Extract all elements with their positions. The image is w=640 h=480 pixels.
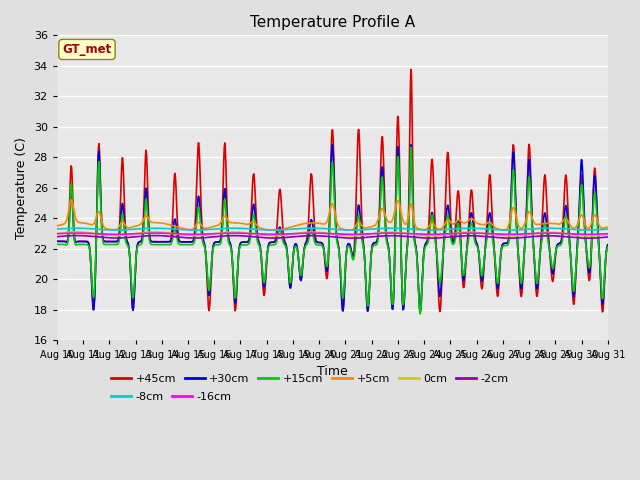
+5cm <box>345 227 353 233</box>
0cm <box>593 233 601 239</box>
-2cm <box>604 234 612 240</box>
-2cm <box>99 235 107 240</box>
0cm <box>303 229 311 235</box>
-16cm <box>591 231 599 237</box>
-16cm <box>99 231 107 237</box>
+30cm <box>593 219 601 225</box>
+5cm <box>67 197 75 203</box>
+15cm <box>593 226 601 232</box>
+30cm <box>99 230 106 236</box>
+30cm <box>329 142 337 148</box>
+5cm <box>593 217 601 223</box>
-2cm <box>584 235 592 241</box>
+30cm <box>416 309 424 314</box>
+30cm <box>53 239 61 244</box>
-2cm <box>345 235 353 241</box>
-16cm <box>593 231 601 237</box>
+30cm <box>303 240 310 245</box>
Text: GT_met: GT_met <box>62 43 111 56</box>
Line: +45cm: +45cm <box>57 69 608 312</box>
+45cm <box>244 239 252 245</box>
+15cm <box>591 192 599 198</box>
-2cm <box>593 235 601 241</box>
Line: -16cm: -16cm <box>57 233 608 234</box>
-16cm <box>604 231 612 237</box>
+45cm <box>593 204 601 209</box>
-2cm <box>53 234 61 240</box>
Line: -2cm: -2cm <box>57 236 608 238</box>
Legend: -8cm, -16cm: -8cm, -16cm <box>106 388 236 407</box>
+5cm <box>346 227 353 233</box>
+45cm <box>591 165 598 171</box>
-8cm <box>73 225 81 231</box>
Title: Temperature Profile A: Temperature Profile A <box>250 15 415 30</box>
Line: 0cm: 0cm <box>57 232 608 236</box>
0cm <box>591 233 599 239</box>
X-axis label: Time: Time <box>317 365 348 378</box>
Line: +15cm: +15cm <box>57 147 608 314</box>
-16cm <box>244 230 252 236</box>
-16cm <box>303 230 311 236</box>
Line: +5cm: +5cm <box>57 200 608 230</box>
-8cm <box>593 227 601 233</box>
-2cm <box>591 235 599 241</box>
-16cm <box>345 231 353 237</box>
+45cm <box>598 309 606 315</box>
+5cm <box>53 223 61 229</box>
-8cm <box>53 226 61 232</box>
+45cm <box>604 242 612 248</box>
-8cm <box>303 226 311 231</box>
+15cm <box>244 242 252 248</box>
Line: +30cm: +30cm <box>57 145 608 312</box>
+45cm <box>303 238 310 244</box>
-8cm <box>99 227 107 232</box>
+15cm <box>303 242 310 248</box>
-8cm <box>604 226 612 232</box>
0cm <box>244 230 252 236</box>
+30cm <box>591 175 599 181</box>
-16cm <box>53 231 61 237</box>
0cm <box>99 232 107 238</box>
+5cm <box>591 212 599 218</box>
-16cm <box>73 230 81 236</box>
Y-axis label: Temperature (C): Temperature (C) <box>15 137 28 239</box>
+45cm <box>344 241 352 247</box>
-2cm <box>303 233 311 239</box>
+5cm <box>303 220 311 226</box>
+45cm <box>53 239 61 244</box>
-8cm <box>345 227 353 233</box>
-8cm <box>584 227 592 233</box>
-8cm <box>591 227 599 233</box>
Line: -8cm: -8cm <box>57 228 608 230</box>
+30cm <box>345 241 353 247</box>
0cm <box>73 229 81 235</box>
0cm <box>345 233 353 239</box>
0cm <box>604 231 612 237</box>
+5cm <box>99 221 107 227</box>
+5cm <box>244 221 252 227</box>
+45cm <box>407 66 415 72</box>
-2cm <box>244 233 252 239</box>
+30cm <box>244 239 252 245</box>
0cm <box>53 231 61 237</box>
+15cm <box>604 244 612 250</box>
-2cm <box>73 233 81 239</box>
+30cm <box>604 242 612 248</box>
+15cm <box>416 311 424 317</box>
+5cm <box>604 224 612 230</box>
+45cm <box>99 229 106 235</box>
+15cm <box>344 243 352 249</box>
+15cm <box>53 241 61 247</box>
-16cm <box>584 231 592 237</box>
-8cm <box>244 226 252 232</box>
0cm <box>584 233 592 239</box>
+15cm <box>407 144 415 150</box>
+15cm <box>99 234 106 240</box>
